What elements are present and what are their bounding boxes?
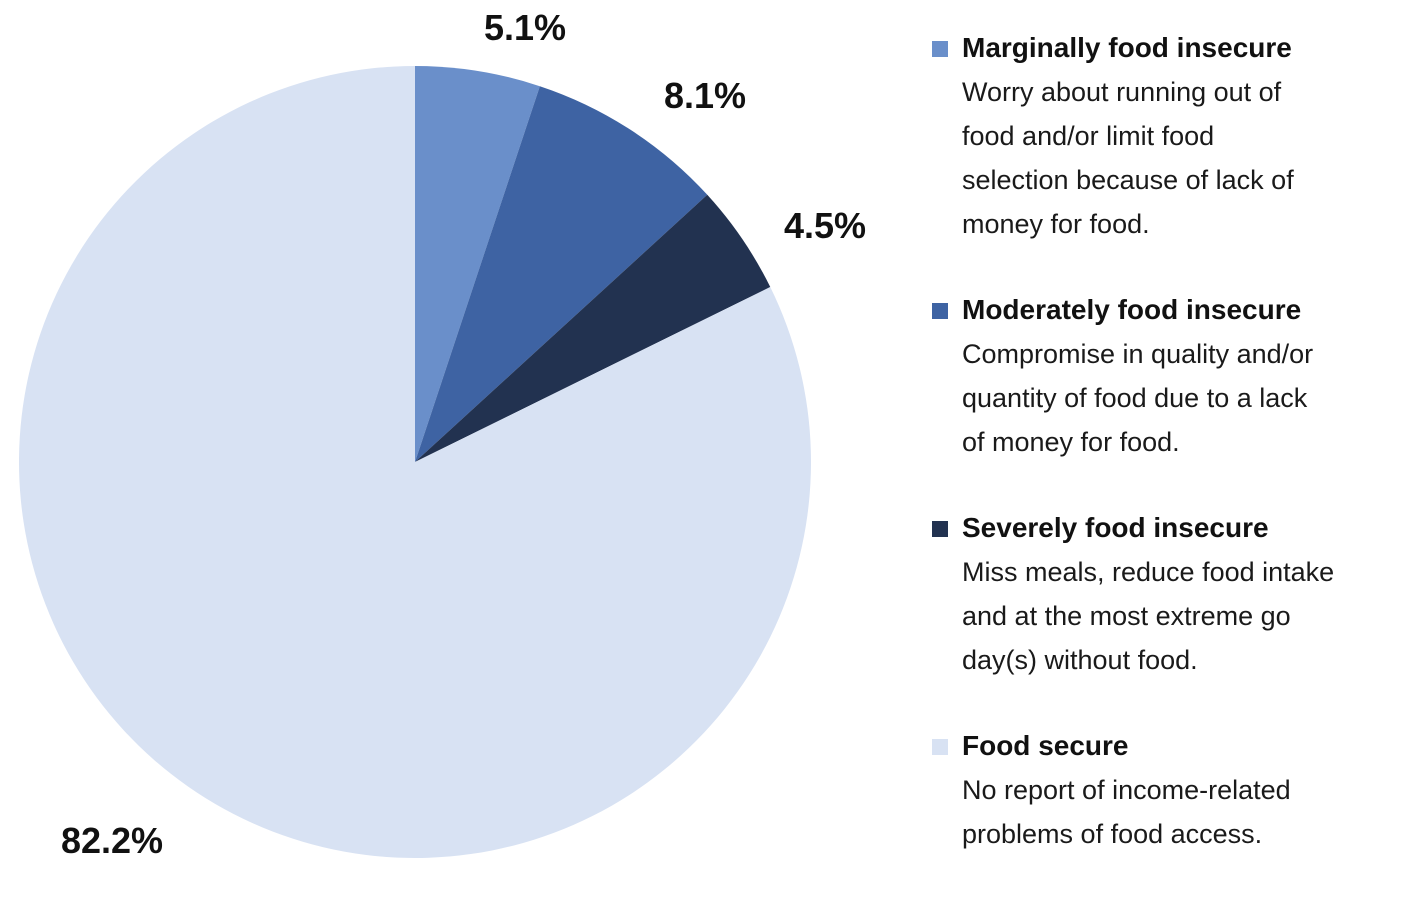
legend-swatch-food-secure <box>932 739 948 755</box>
pie-slices <box>18 66 811 859</box>
pie-slice-severely-food-insecure <box>415 194 771 462</box>
legend-desc-line: Miss meals, reduce food intake <box>962 557 1335 587</box>
legend-desc-line: selection because of lack of <box>962 165 1294 195</box>
legend-desc-line: food and/or limit food <box>962 121 1215 151</box>
pie-chart: 5.1% 8.1% 4.5% 82.2% <box>18 7 866 859</box>
legend-entry-severely-food-insecure: Severely food insecure Miss meals, reduc… <box>932 506 1418 682</box>
legend-swatch-marginally-food-insecure <box>932 41 948 57</box>
legend-desc-line: of money for food. <box>962 427 1180 457</box>
pie-labels: 5.1% 8.1% 4.5% 82.2% <box>61 7 866 859</box>
legend-desc-line: day(s) without food. <box>962 645 1198 675</box>
legend-title-moderately-food-insecure: Moderately food insecure <box>962 294 1302 325</box>
pie-slice-marginally-food-insecure <box>415 66 540 462</box>
legend-desc-line: No report of income-related <box>962 775 1291 805</box>
legend-desc-line: Worry about running out of <box>962 77 1282 107</box>
legend-title-food-secure: Food secure <box>962 730 1129 761</box>
pie-label-food-secure: 82.2% <box>61 820 163 859</box>
legend-entry-moderately-food-insecure: Moderately food insecure Compromise in q… <box>932 288 1418 464</box>
legend-entry-marginally-food-insecure: Marginally food insecure Worry about run… <box>932 26 1418 246</box>
pie-label-severely-food-insecure: 4.5% <box>784 205 866 246</box>
legend-swatch-severely-food-insecure <box>932 521 948 537</box>
legend-title-severely-food-insecure: Severely food insecure <box>962 512 1269 543</box>
legend: Marginally food insecure Worry about run… <box>932 26 1418 898</box>
pie-slice-food-secure <box>18 66 811 859</box>
pie-label-marginally-food-insecure: 5.1% <box>484 7 566 48</box>
legend-desc-line: quantity of food due to a lack <box>962 383 1308 413</box>
legend-swatch-moderately-food-insecure <box>932 303 948 319</box>
legend-desc-line: Compromise in quality and/or <box>962 339 1314 369</box>
legend-title-marginally-food-insecure: Marginally food insecure <box>962 32 1292 63</box>
legend-desc-line: problems of food access. <box>962 819 1263 849</box>
pie-label-moderately-food-insecure: 8.1% <box>664 75 746 116</box>
legend-entry-food-secure: Food secure No report of income-related … <box>932 724 1418 856</box>
legend-desc-line: money for food. <box>962 209 1150 239</box>
pie-slice-moderately-food-insecure <box>415 86 708 462</box>
legend-desc-line: and at the most extreme go <box>962 601 1291 631</box>
